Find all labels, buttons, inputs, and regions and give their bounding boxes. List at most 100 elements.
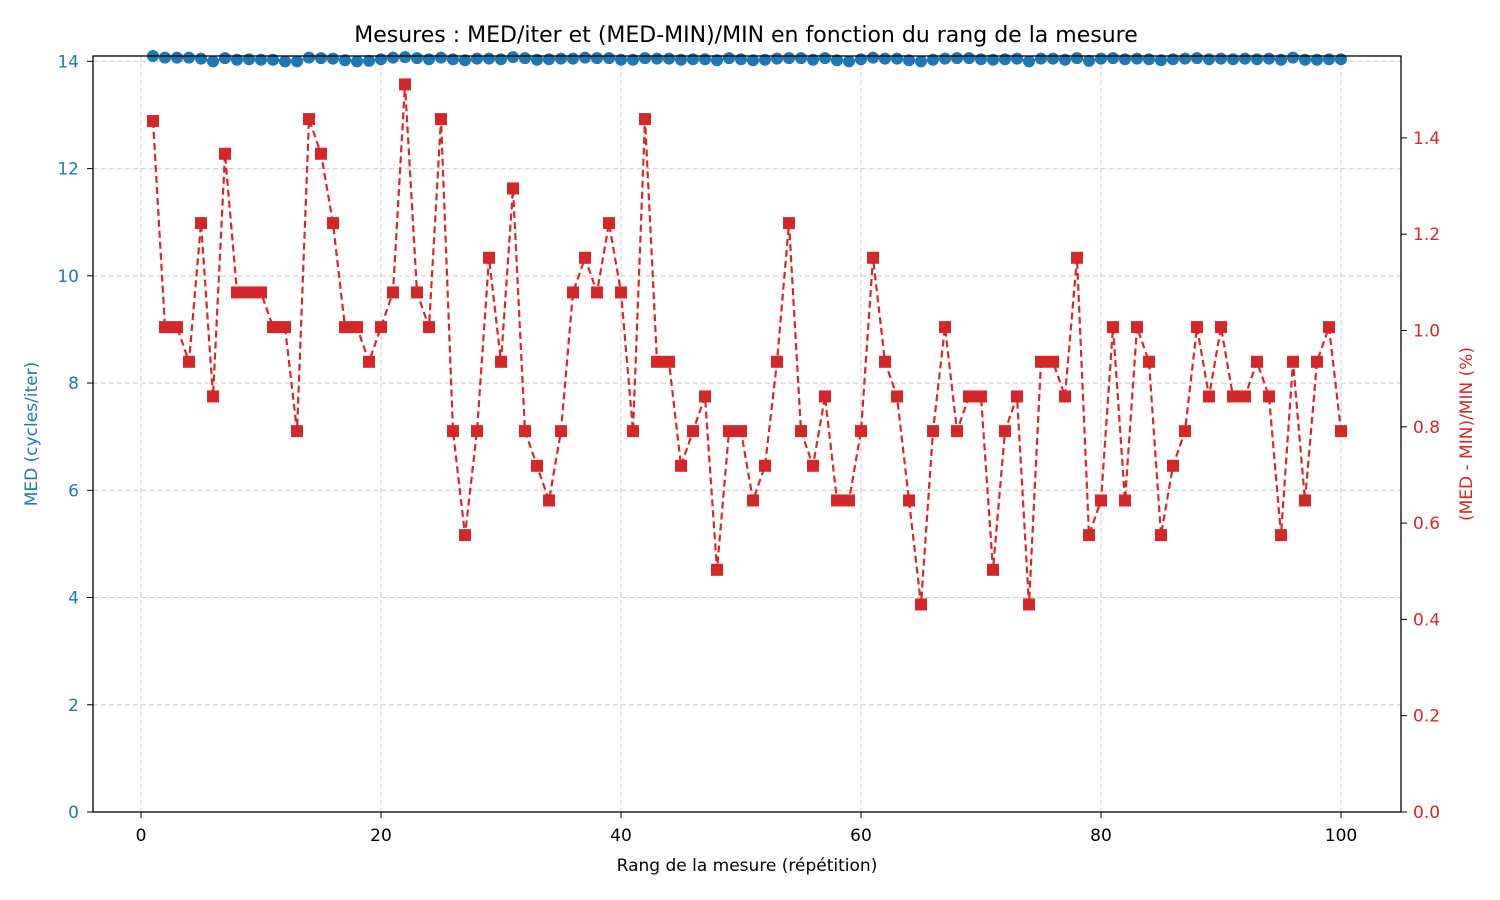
series-med-point <box>567 52 579 65</box>
series-relative-diff-point <box>843 494 855 507</box>
series-med-point <box>735 53 747 66</box>
y-right-tick-label: 1.0 <box>1413 321 1440 341</box>
series-relative-diff-point <box>1083 529 1095 542</box>
series-med-point <box>291 55 303 68</box>
series-relative-diff-point <box>399 78 411 91</box>
series-relative-diff-point <box>291 425 303 438</box>
series-med-point <box>747 54 759 67</box>
x-tick-label: 80 <box>1090 826 1112 846</box>
series-relative-diff-point <box>807 459 819 472</box>
x-tick-label: 0 <box>136 826 147 846</box>
series-med-point <box>591 52 603 65</box>
series-med-point <box>1167 53 1179 66</box>
y-left-axis-label: MED (cycles/iter) <box>22 362 42 507</box>
series-med-point <box>1191 52 1203 65</box>
series-med-point <box>915 55 927 68</box>
series-relative-diff-point <box>987 563 999 576</box>
series-relative-diff-point <box>999 425 1011 438</box>
y-right-tick-label: 0.6 <box>1413 514 1440 534</box>
series-relative-diff-point <box>555 425 567 438</box>
series-med-point <box>195 52 207 65</box>
series-relative-diff-point <box>1071 251 1083 264</box>
series-med-point <box>1119 53 1131 66</box>
series-relative-diff-point <box>747 494 759 507</box>
series-med-point <box>1107 52 1119 65</box>
series-relative-diff-point <box>315 147 327 160</box>
series-med-point <box>579 51 591 64</box>
series-med-point <box>411 52 423 65</box>
series-relative-diff-point <box>471 425 483 438</box>
series-med-point <box>1287 51 1299 64</box>
series-relative-diff-point <box>1323 321 1335 334</box>
series-relative-diff-point <box>927 425 939 438</box>
series-med-point <box>207 55 219 68</box>
series-med-point <box>219 52 231 65</box>
series-relative-diff-point <box>759 459 771 472</box>
series-relative-diff-point <box>387 286 399 299</box>
series-med-point <box>855 53 867 66</box>
series-relative-diff-point <box>375 321 387 334</box>
series-med-point <box>267 53 279 66</box>
y-right-tick-label: 0.4 <box>1413 610 1440 630</box>
series-relative-diff-point <box>459 529 471 542</box>
series-relative-diff-point <box>951 425 963 438</box>
series-med-point <box>1179 52 1191 65</box>
series-relative-diff-point <box>231 286 243 299</box>
series-med-point <box>1239 52 1251 65</box>
series-relative-diff-point <box>363 355 375 368</box>
series-med-point <box>783 52 795 65</box>
series-relative-diff-point <box>1131 321 1143 334</box>
series-relative-diff-point <box>495 355 507 368</box>
series-relative-diff-point <box>963 390 975 403</box>
series-relative-diff-point <box>735 425 747 438</box>
series-relative-diff-point <box>1011 390 1023 403</box>
series-med-point <box>1035 52 1047 65</box>
series-med-point <box>171 51 183 64</box>
y-right-tick-label: 0.0 <box>1413 803 1440 823</box>
y-right-tick-label: 0.8 <box>1413 418 1440 438</box>
series-med-point <box>927 53 939 66</box>
series-med-point <box>699 53 711 66</box>
series-relative-diff-point <box>411 286 423 299</box>
y-left-tick-label: 4 <box>68 589 79 609</box>
series-relative-diff-point <box>1023 598 1035 611</box>
series-relative-diff-point <box>1119 494 1131 507</box>
series-med-point <box>363 54 375 67</box>
series-med-point <box>1323 53 1335 66</box>
series-med-point <box>243 53 255 66</box>
y-left-tick-label: 6 <box>68 481 79 501</box>
series-relative-diff-point <box>1299 494 1311 507</box>
series-med-point <box>1227 53 1239 66</box>
series-relative-diff-point <box>711 563 723 576</box>
series-relative-diff-point <box>507 182 519 195</box>
y-right-tick-label: 0.2 <box>1413 707 1440 727</box>
series-relative-diff-point <box>1275 529 1287 542</box>
series-relative-diff-point <box>687 425 699 438</box>
plot-frame <box>92 55 1402 813</box>
series-med-point <box>159 51 171 64</box>
series-med-point <box>1251 53 1263 66</box>
series-med-point <box>939 52 951 65</box>
series-relative-diff-point <box>783 217 795 230</box>
x-tick-label: 60 <box>850 826 872 846</box>
series-med-point <box>555 52 567 65</box>
x-tick-label: 40 <box>610 826 632 846</box>
series-relative-diff-point <box>699 390 711 403</box>
series-relative-diff-point <box>1215 321 1227 334</box>
series-med-point <box>843 55 855 68</box>
series-relative-diff-point <box>339 321 351 334</box>
series-relative-diff-point <box>543 494 555 507</box>
series-med-point <box>639 52 651 65</box>
series-med-point <box>963 52 975 65</box>
series-relative-diff-point <box>1251 355 1263 368</box>
series-med-point <box>327 52 339 65</box>
series-med-point <box>255 53 267 66</box>
series-med-point <box>723 52 735 65</box>
series-med-point <box>1059 53 1071 66</box>
series-relative-diff-point <box>1179 425 1191 438</box>
series-relative-diff-point <box>147 115 159 128</box>
series-relative-diff-point <box>891 390 903 403</box>
series-med-point <box>279 55 291 68</box>
series-med-point <box>1131 52 1143 65</box>
